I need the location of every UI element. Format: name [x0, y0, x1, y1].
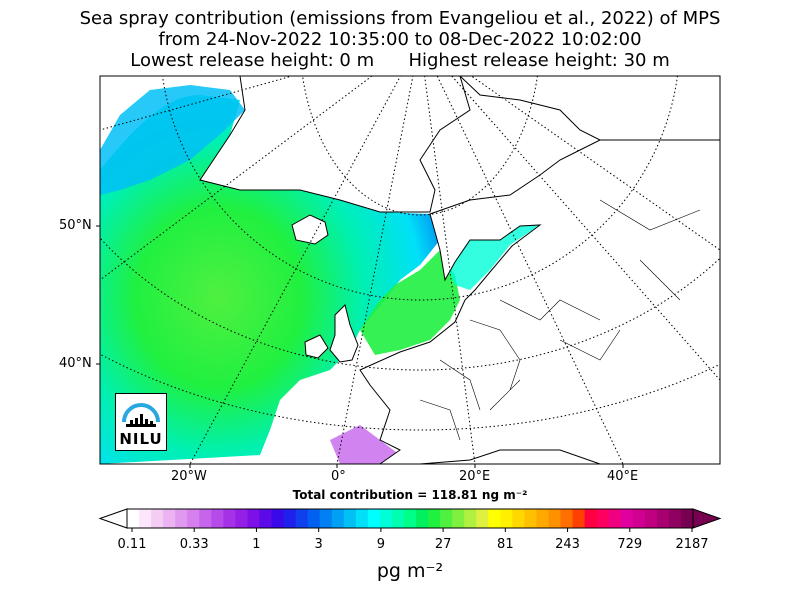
colorbar-swatch — [572, 509, 586, 528]
colorbar-tick-label: 9 — [376, 537, 386, 552]
colorbar-swatch — [163, 509, 176, 528]
colorbar-swatch — [355, 509, 369, 528]
nilu-logo: NILU — [115, 393, 167, 451]
lon-label-0: 0° — [331, 469, 346, 484]
colorbar-swatch — [536, 509, 550, 528]
colorbar-swatch — [560, 509, 574, 528]
lat-label-50n: 50°N — [59, 218, 92, 233]
colorbar-swatch — [632, 509, 646, 528]
colorbar-swatch — [223, 509, 236, 528]
colorbar-tick-label: 729 — [617, 537, 643, 552]
nilu-logo-icon — [122, 403, 160, 427]
total-contribution: Total contribution = 118.81 ng m⁻² — [292, 488, 528, 502]
colorbar-tick-label: 243 — [555, 537, 580, 552]
concentration-field-north — [100, 85, 245, 195]
map-title-line-1: Sea spray contribution (emissions from E… — [79, 8, 721, 29]
colorbar-swatch — [271, 509, 285, 528]
colorbar-swatch — [211, 509, 224, 528]
colorbar-tick-label: 2187 — [675, 537, 709, 552]
colorbar-max-extension — [692, 508, 722, 529]
colorbar-swatch — [187, 509, 200, 528]
lon-label-20e: 20°E — [459, 469, 491, 484]
concentration-field-mediterranean — [330, 425, 400, 464]
map-title-line-2: from 24-Nov-2022 10:35:00 to 08-Dec-2022… — [158, 29, 642, 50]
lon-label-20w: 20°W — [171, 469, 207, 484]
colorbar-swatch — [476, 509, 489, 528]
colorbar-swatch — [259, 509, 273, 528]
colorbar-swatch — [151, 509, 164, 528]
colorbar-swatch — [127, 509, 140, 528]
landmass-ireland — [304, 334, 329, 359]
landmass-greenland — [199, 76, 471, 213]
map-title-line-3: Lowest release height: 0 m Highest relea… — [130, 50, 670, 71]
colorbar-swatch — [548, 509, 562, 528]
colorbar-swatch — [452, 509, 465, 528]
colorbar-tick-label: 0.33 — [179, 537, 209, 552]
country-borders — [419, 199, 701, 441]
landmass-scandinavia — [359, 139, 720, 464]
landmass-uk — [329, 304, 359, 363]
lat-label-40n: 40°N — [59, 356, 92, 371]
colorbar-swatch — [680, 509, 694, 528]
colorbar-swatch — [367, 509, 381, 528]
colorbar-swatch — [584, 509, 598, 528]
colorbar-swatch — [488, 509, 501, 528]
colorbar-swatch — [428, 509, 441, 528]
landmass-arctic-north — [459, 76, 720, 141]
colorbar-swatch — [440, 509, 453, 528]
concentration-field-north-sea — [360, 250, 460, 355]
colorbar-swatch — [620, 509, 634, 528]
concentration-field-baltic — [440, 185, 560, 290]
colorbar-tick-label: 3 — [314, 537, 323, 552]
colorbar-outline — [126, 508, 694, 529]
colorbar-swatch — [319, 509, 333, 528]
colorbar-min-extension — [98, 508, 128, 529]
colorbar-swatch — [283, 509, 297, 528]
graticule — [100, 76, 720, 464]
map-area — [100, 76, 720, 464]
colorbar-swatch — [199, 509, 212, 528]
colorbar-units: pg m⁻² — [376, 560, 444, 582]
colorbar-swatch — [512, 509, 525, 528]
colorbar-swatch — [139, 509, 152, 528]
colorbar-swatch — [524, 509, 538, 528]
colorbar-tick-label: 0.11 — [117, 537, 147, 552]
map-frame — [99, 75, 721, 465]
colorbar-swatch — [668, 509, 682, 528]
colorbar-swatch — [416, 509, 429, 528]
colorbar-swatch — [379, 509, 393, 528]
colorbar-swatch — [391, 509, 405, 528]
colorbar-tick-label: 81 — [497, 537, 514, 552]
lon-label-40e: 40°E — [607, 469, 639, 484]
landmass-iceland — [291, 214, 329, 245]
colorbar-swatch — [403, 509, 417, 528]
colorbar-tick-label: 27 — [434, 537, 452, 552]
colorbar-swatch — [307, 509, 321, 528]
colorbar-swatch — [464, 509, 477, 528]
colorbar-swatch — [235, 509, 249, 528]
axis-ticks — [96, 225, 624, 468]
colorbar-swatch — [608, 509, 622, 528]
colorbar-swatch — [343, 509, 357, 528]
colorbar-swatch — [644, 509, 658, 528]
colorbar-swatch — [656, 509, 670, 528]
colorbar-swatch — [247, 509, 261, 528]
colorbar-swatch — [295, 509, 309, 528]
colorbar-swatch — [331, 509, 345, 528]
colorbar-swatch — [596, 509, 610, 528]
colorbar — [98, 508, 722, 532]
nilu-logo-text: NILU — [119, 430, 163, 448]
colorbar-tick-label: 1 — [252, 537, 261, 552]
colorbar-swatch — [175, 509, 188, 528]
concentration-field-atlantic — [100, 95, 440, 464]
colorbar-swatch — [500, 509, 513, 528]
